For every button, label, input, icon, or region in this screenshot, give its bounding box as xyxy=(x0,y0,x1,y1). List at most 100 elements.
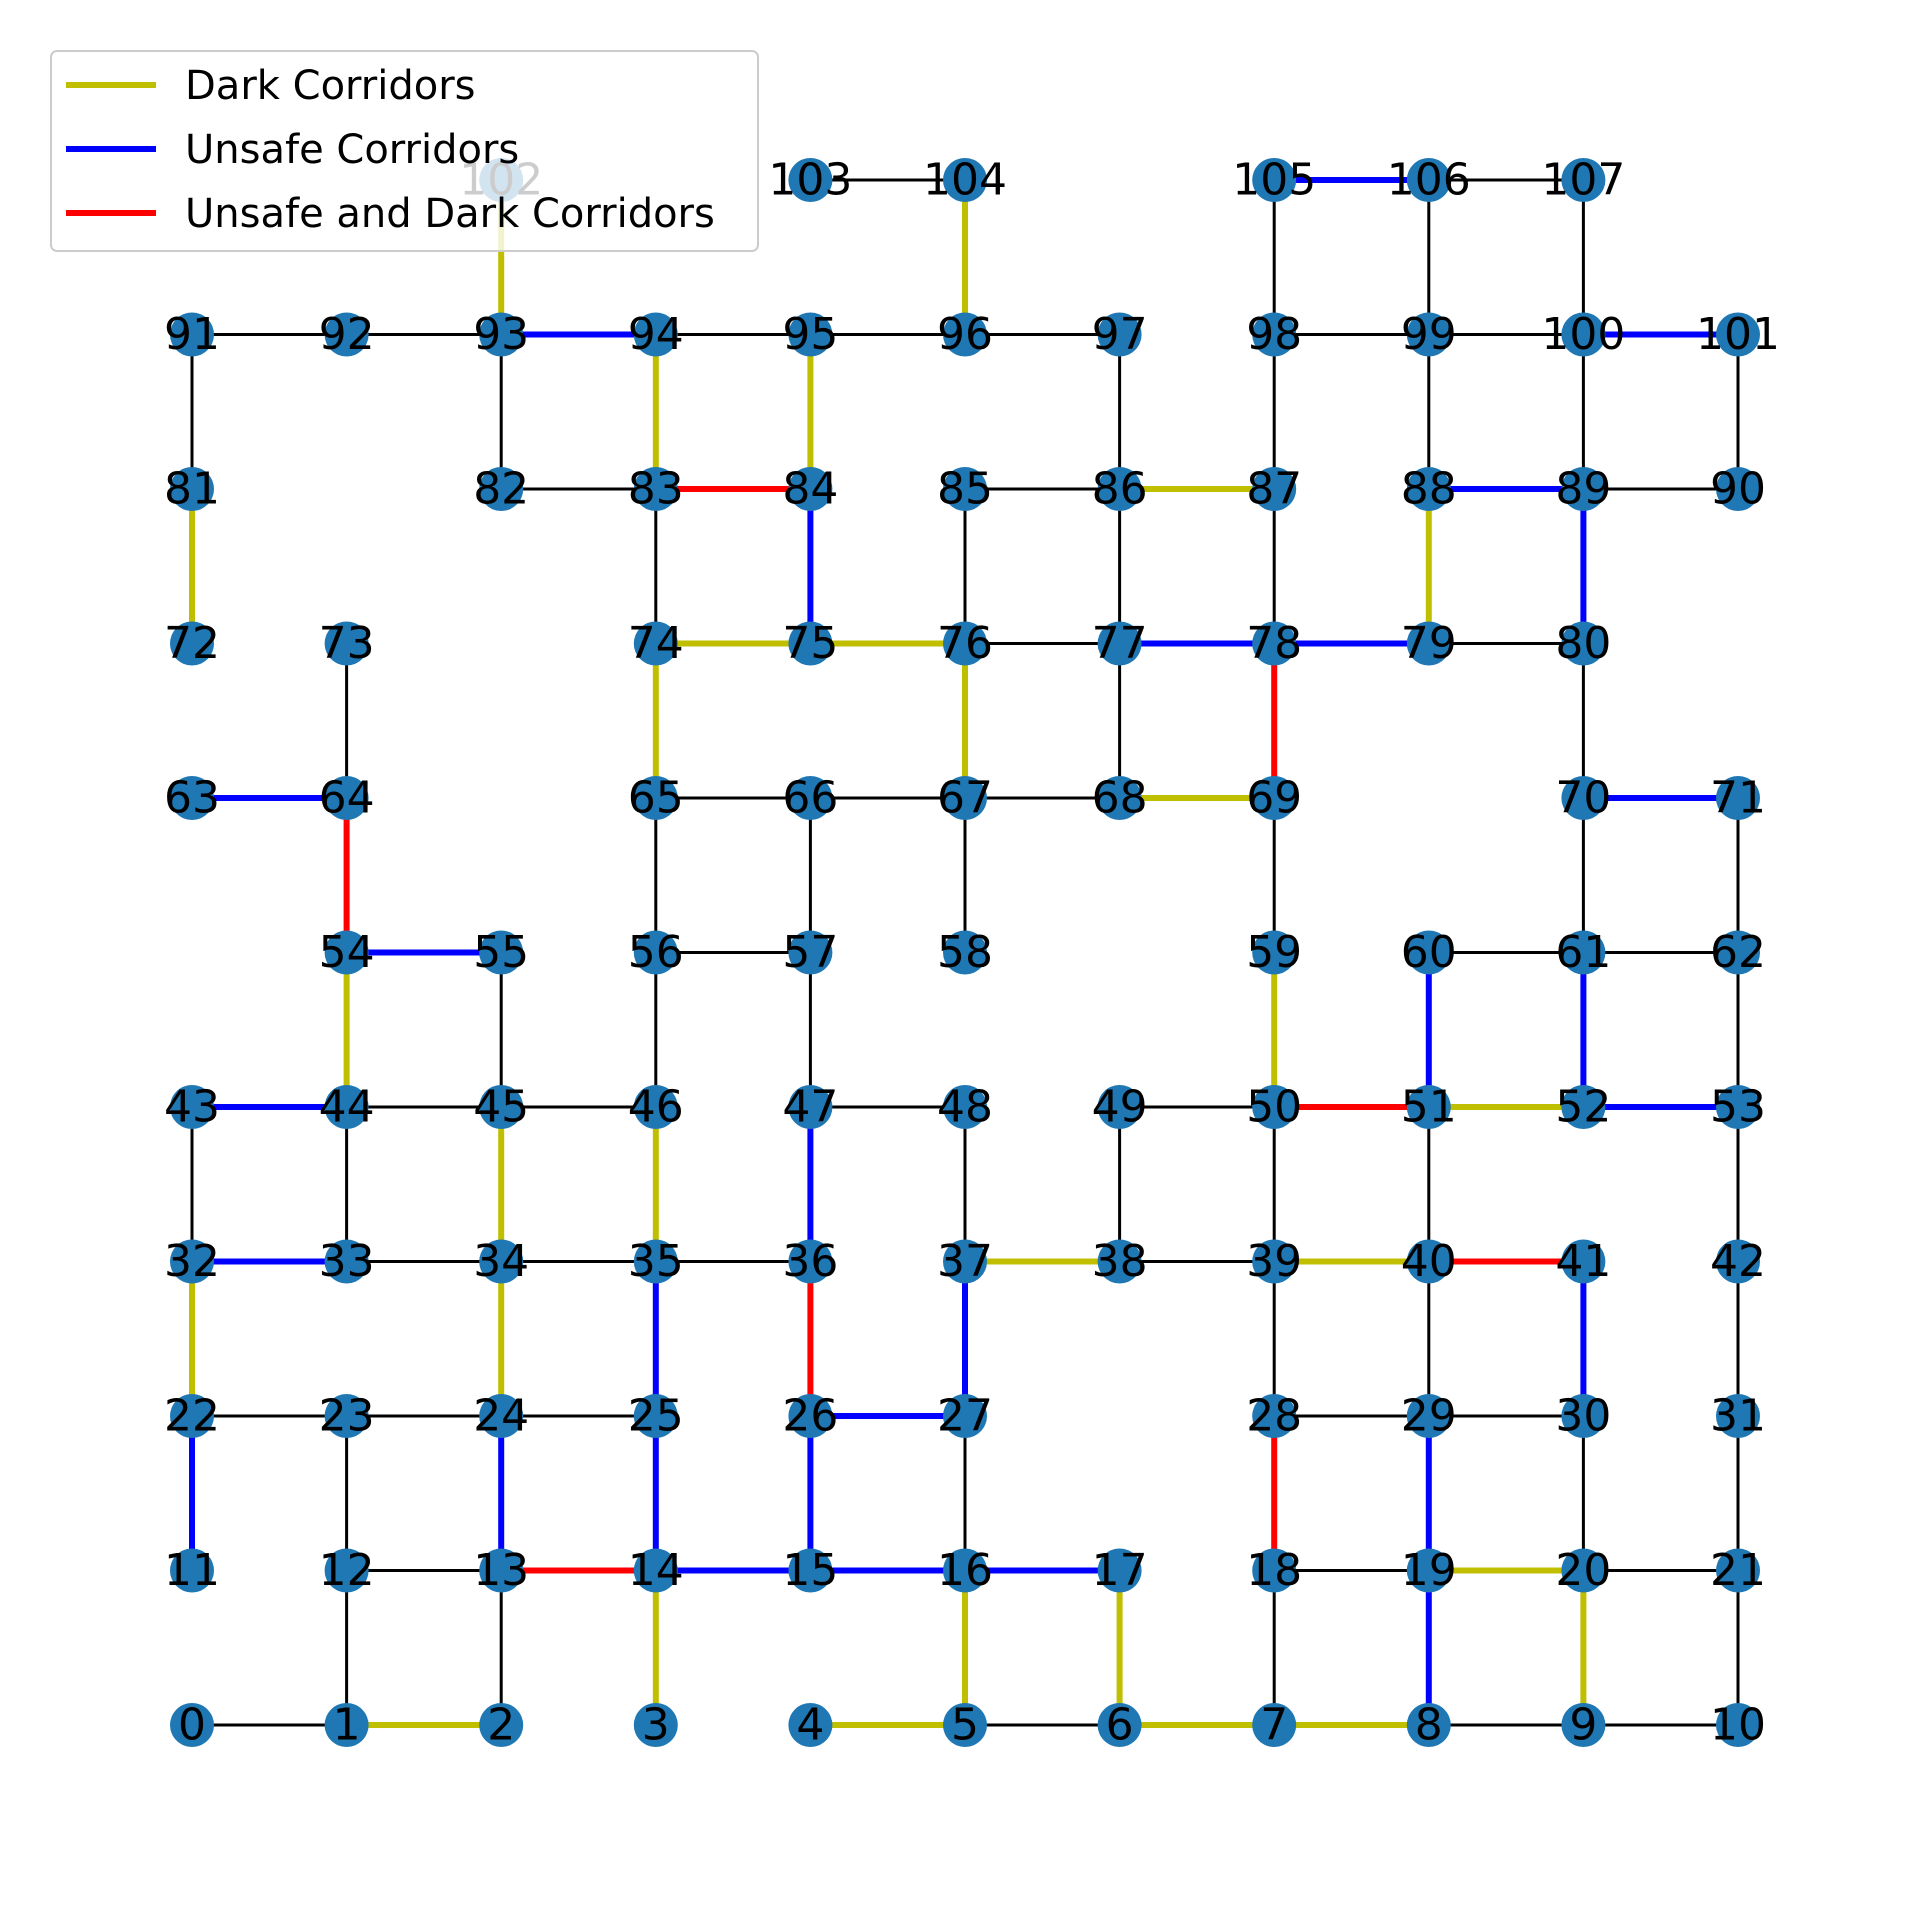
node-label-9: 9 xyxy=(1569,1700,1597,1751)
node-27 xyxy=(943,1394,987,1438)
node-label-79: 79 xyxy=(1401,618,1457,669)
node-label-55: 55 xyxy=(473,927,529,978)
node-label-52: 52 xyxy=(1555,1082,1611,1133)
node-36 xyxy=(788,1239,833,1284)
node-33 xyxy=(324,1239,369,1284)
node-label-84: 84 xyxy=(782,464,838,515)
node-40 xyxy=(1406,1239,1451,1284)
node-103 xyxy=(788,158,833,202)
node-label-51: 51 xyxy=(1401,1082,1457,1133)
node-15 xyxy=(788,1548,833,1593)
node-105 xyxy=(1252,158,1297,202)
node-label-92: 92 xyxy=(319,309,375,360)
node-44 xyxy=(324,1085,369,1129)
node-58 xyxy=(943,930,987,975)
node-label-0: 0 xyxy=(178,1700,206,1751)
node-53 xyxy=(1716,1085,1760,1129)
node-4 xyxy=(788,1703,833,1747)
node-label-20: 20 xyxy=(1555,1545,1611,1596)
node-label-91: 91 xyxy=(164,309,220,360)
node-label-46: 46 xyxy=(628,1082,684,1133)
node-label-49: 49 xyxy=(1092,1082,1148,1133)
node-55 xyxy=(479,930,524,975)
node-label-48: 48 xyxy=(937,1082,993,1133)
node-49 xyxy=(1097,1085,1142,1129)
legend-label-unsafe-dark: Unsafe and Dark Corridors xyxy=(185,191,715,237)
node-89 xyxy=(1561,467,1606,511)
node-label-54: 54 xyxy=(319,927,375,978)
node-19 xyxy=(1406,1548,1451,1593)
node-label-5: 5 xyxy=(951,1700,979,1751)
node-label-94: 94 xyxy=(628,309,684,360)
node-13 xyxy=(479,1548,524,1593)
node-51 xyxy=(1406,1085,1451,1129)
node-43 xyxy=(170,1085,214,1129)
node-label-105: 105 xyxy=(1232,155,1316,206)
node-7 xyxy=(1252,1703,1297,1747)
node-90 xyxy=(1716,467,1760,511)
node-label-31: 31 xyxy=(1710,1391,1766,1442)
node-label-96: 96 xyxy=(937,309,993,360)
node-47 xyxy=(788,1085,833,1129)
node-label-75: 75 xyxy=(782,618,838,669)
node-77 xyxy=(1097,621,1142,666)
node-label-89: 89 xyxy=(1555,464,1611,515)
node-label-30: 30 xyxy=(1555,1391,1611,1442)
node-label-74: 74 xyxy=(628,618,684,669)
node-3 xyxy=(633,1703,678,1747)
node-label-97: 97 xyxy=(1092,309,1148,360)
node-69 xyxy=(1252,776,1297,820)
node-label-29: 29 xyxy=(1401,1391,1457,1442)
node-38 xyxy=(1097,1239,1142,1284)
node-label-33: 33 xyxy=(319,1236,375,1287)
node-42 xyxy=(1716,1239,1760,1284)
node-95 xyxy=(788,312,833,357)
node-label-40: 40 xyxy=(1401,1236,1457,1287)
node-10 xyxy=(1716,1703,1760,1747)
node-label-34: 34 xyxy=(473,1236,529,1287)
node-label-41: 41 xyxy=(1555,1236,1611,1287)
legend-frame xyxy=(50,50,759,252)
node-6 xyxy=(1097,1703,1142,1747)
node-24 xyxy=(479,1394,524,1438)
node-label-45: 45 xyxy=(473,1082,529,1133)
node-62 xyxy=(1716,930,1760,975)
node-label-3: 3 xyxy=(642,1700,670,1751)
node-label-6: 6 xyxy=(1106,1700,1134,1751)
node-34 xyxy=(479,1239,524,1284)
node-label-4: 4 xyxy=(796,1700,824,1751)
legend: Dark Corridors Unsafe Corridors Unsafe a… xyxy=(50,50,759,252)
node-label-103: 103 xyxy=(768,155,852,206)
node-63 xyxy=(170,776,214,820)
node-label-61: 61 xyxy=(1555,927,1611,978)
node-23 xyxy=(324,1394,369,1438)
node-35 xyxy=(633,1239,678,1284)
node-label-16: 16 xyxy=(937,1545,993,1596)
node-label-36: 36 xyxy=(782,1236,838,1287)
node-100 xyxy=(1561,312,1606,357)
node-12 xyxy=(324,1548,369,1593)
node-80 xyxy=(1561,621,1606,666)
node-106 xyxy=(1406,158,1451,202)
node-label-80: 80 xyxy=(1555,618,1611,669)
node-94 xyxy=(633,312,678,357)
node-101 xyxy=(1716,312,1760,357)
node-59 xyxy=(1252,930,1297,975)
node-label-17: 17 xyxy=(1092,1545,1148,1596)
node-label-27: 27 xyxy=(937,1391,993,1442)
node-84 xyxy=(788,467,833,511)
node-label-50: 50 xyxy=(1246,1082,1302,1133)
node-label-101: 101 xyxy=(1696,309,1780,360)
node-72 xyxy=(170,621,214,666)
node-label-10: 10 xyxy=(1710,1700,1766,1751)
node-label-106: 106 xyxy=(1387,155,1471,206)
node-9 xyxy=(1561,1703,1606,1747)
node-label-35: 35 xyxy=(628,1236,684,1287)
node-label-19: 19 xyxy=(1401,1545,1457,1596)
node-label-69: 69 xyxy=(1246,773,1302,824)
node-label-66: 66 xyxy=(782,773,838,824)
node-label-25: 25 xyxy=(628,1391,684,1442)
node-label-1: 1 xyxy=(333,1700,361,1751)
node-label-7: 7 xyxy=(1260,1700,1288,1751)
